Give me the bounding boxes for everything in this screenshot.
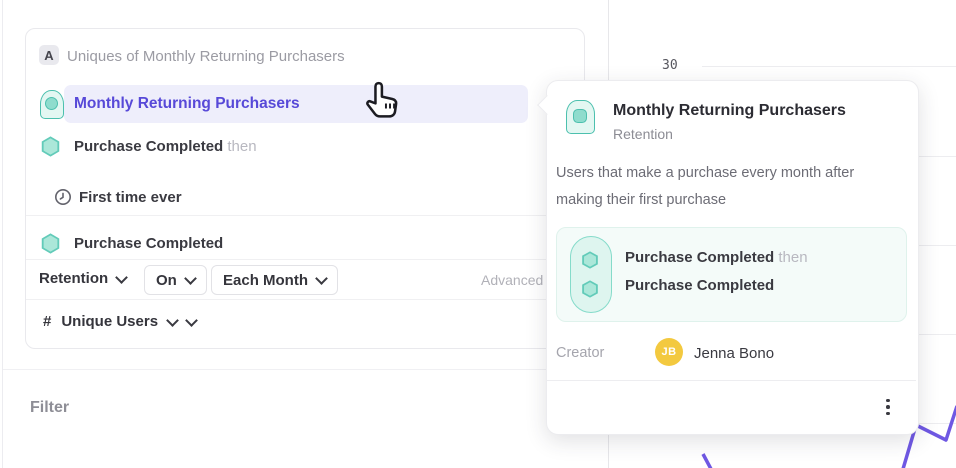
hand-pointer-cursor-icon xyxy=(366,81,398,118)
step-row: Purchase Completed xyxy=(625,277,774,294)
interval-label: Each Month xyxy=(223,271,308,289)
filter-section-label: Filter xyxy=(30,399,70,416)
hash-icon: # xyxy=(43,313,52,330)
clock-icon xyxy=(55,189,71,205)
app-left-border xyxy=(2,0,3,468)
query-builder-card: A Uniques of Monthly Returning Purchaser… xyxy=(25,28,585,349)
event-hexagon-icon xyxy=(41,136,60,157)
cohort-icon xyxy=(40,90,64,119)
chevron-down-icon xyxy=(315,272,328,285)
row-divider xyxy=(26,259,582,260)
aggregation-label: Unique Users xyxy=(61,313,159,330)
event-row[interactable]: Purchase Completed then xyxy=(74,138,257,155)
creator-label: Creator xyxy=(556,345,605,361)
kebab-menu-icon[interactable] xyxy=(881,396,895,418)
steps-capsule-icon xyxy=(570,236,612,313)
event-row[interactable]: Purchase Completed xyxy=(74,235,223,252)
gridline xyxy=(702,66,956,67)
event-label: Purchase Completed xyxy=(74,138,224,155)
metric-title: Uniques of Monthly Returning Purchasers xyxy=(67,48,345,65)
then-keyword: then xyxy=(227,138,257,155)
step-row: Purchase Completed then xyxy=(625,249,808,266)
measurement-dropdown[interactable]: Retention xyxy=(39,270,129,287)
popover-description: Users that make a purchase every month a… xyxy=(556,165,855,208)
popover-footer-divider xyxy=(547,380,916,381)
measurement-label: Retention xyxy=(39,270,109,287)
metric-a-badge: A xyxy=(39,45,59,65)
y-axis-tick-30: 30 xyxy=(662,58,678,73)
chevron-down-icon xyxy=(185,313,198,327)
row-divider xyxy=(26,299,582,300)
avatar: JB xyxy=(655,338,683,366)
retention-line-chart xyxy=(701,405,956,468)
creator-name: Jenna Bono xyxy=(694,345,775,362)
interval-dropdown[interactable]: Each Month xyxy=(211,265,338,295)
popover-title: Monthly Returning Purchasers xyxy=(613,102,846,119)
popover-type: Retention xyxy=(613,126,673,142)
filter-section-divider xyxy=(3,369,608,370)
cohort-details-popover: Monthly Returning Purchasers Retention U… xyxy=(537,80,919,435)
cohort-icon xyxy=(566,100,595,134)
first-time-ever-row[interactable]: First time ever xyxy=(79,189,182,206)
then-keyword: then xyxy=(778,249,808,266)
aggregation-dropdown[interactable]: # Unique Users xyxy=(43,313,198,330)
cohort-steps-preview: Purchase Completed then Purchase Complet… xyxy=(556,227,907,322)
on-dropdown[interactable]: On xyxy=(144,265,207,295)
event-label: Purchase Completed xyxy=(74,235,224,252)
chevron-down-icon xyxy=(183,272,197,285)
cohort-row-label[interactable]: Monthly Returning Purchasers xyxy=(74,95,300,112)
step-label: Purchase Completed xyxy=(625,277,775,294)
chevron-down-icon xyxy=(115,270,129,284)
step-label: Purchase Completed xyxy=(625,249,775,266)
event-hexagon-icon xyxy=(41,233,60,254)
on-label: On xyxy=(156,271,177,289)
row-divider xyxy=(26,215,582,216)
advanced-button[interactable]: Advanced xyxy=(481,272,544,288)
chevron-down-icon xyxy=(166,313,179,327)
cohort-row-highlight[interactable] xyxy=(64,85,528,123)
